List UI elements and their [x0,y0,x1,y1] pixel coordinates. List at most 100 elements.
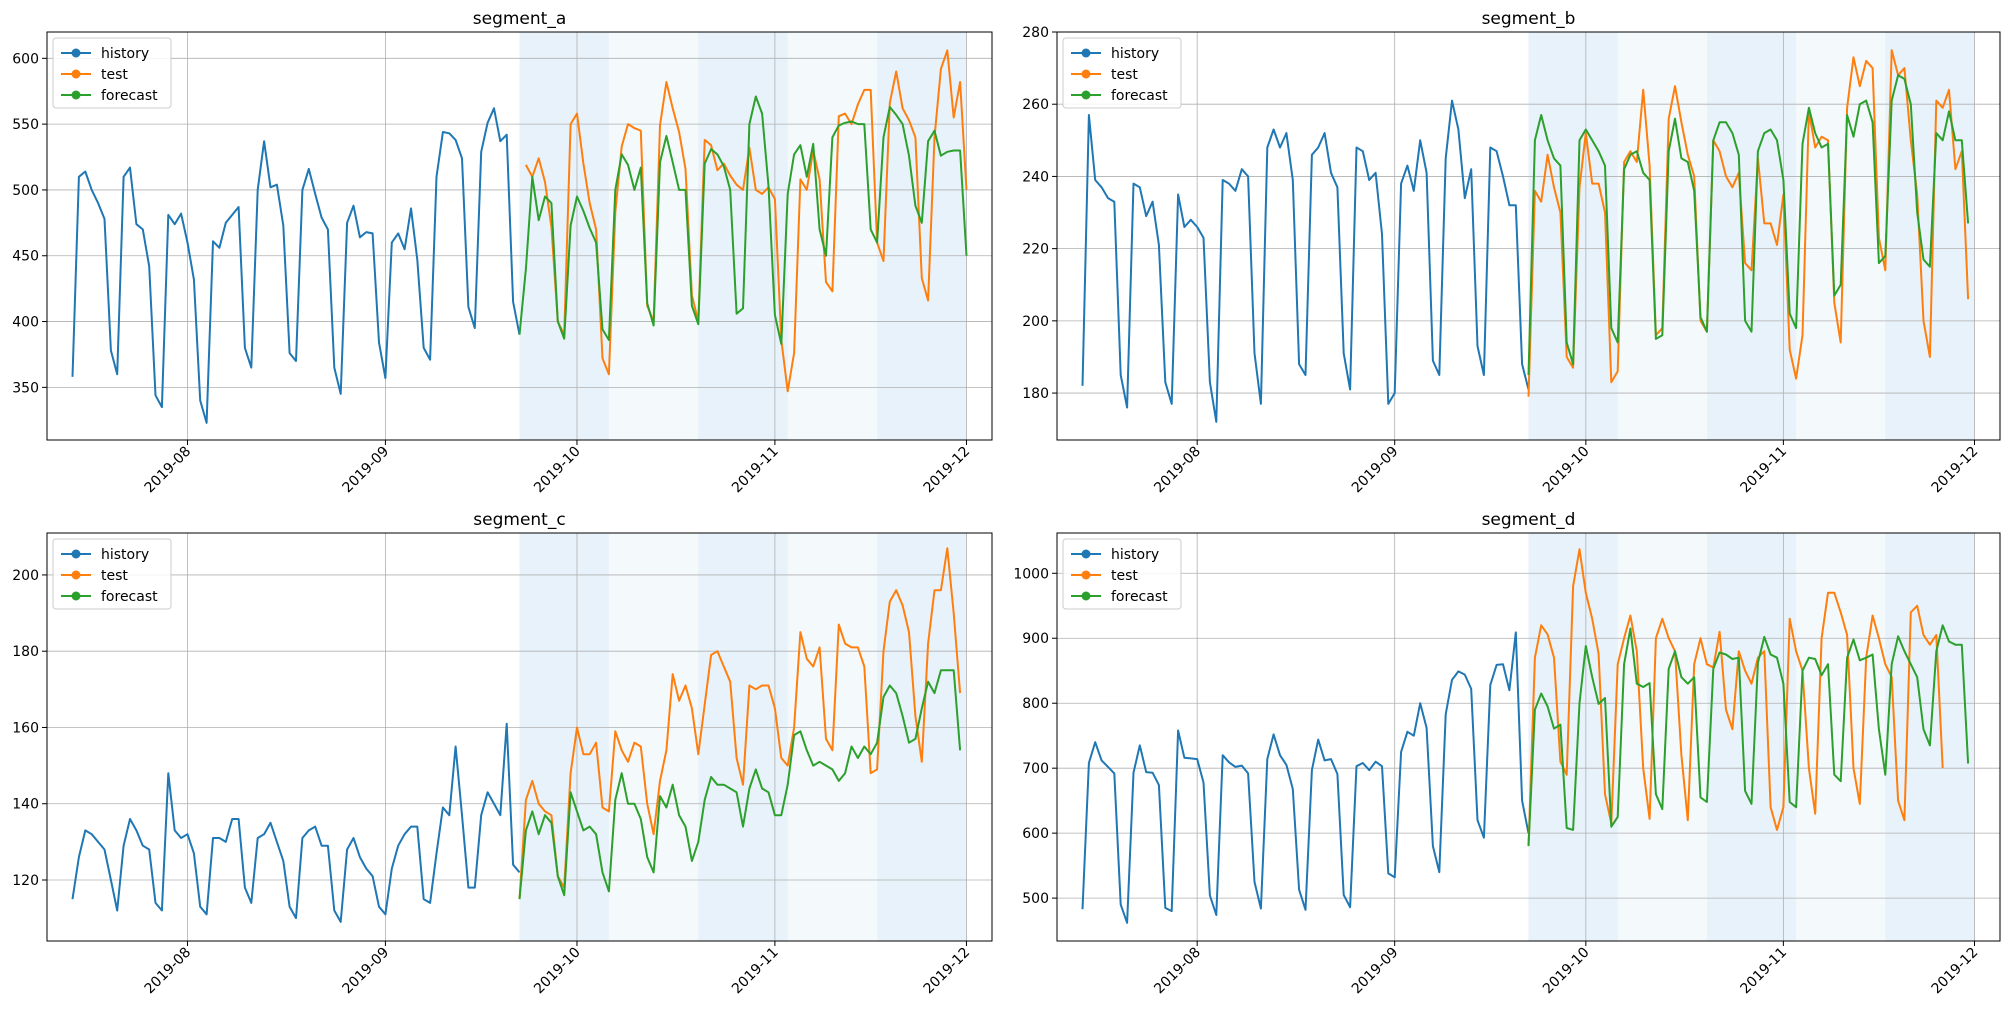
chart-title: segment_a [473,9,566,29]
y-tick-label: 260 [1022,97,1049,113]
x-tick-label: 2019-08 [1151,945,1204,998]
legend-label-forecast: forecast [101,88,158,104]
x-tick-label: 2019-12 [921,444,974,497]
series-line-forecast [1527,624,1970,847]
series-line-history [1081,631,1530,924]
legend-label-test: test [1111,67,1138,83]
chart-segment_d: 500 600 700 800 900 1000 2019-08 2019-09 2019-10… [1013,510,2001,998]
legend-marker-forecast [1081,591,1091,601]
legend-marker-history [1081,549,1091,559]
x-tick-label: 2019-09 [340,945,393,998]
legend-marker-forecast [71,90,81,100]
chart-title: segment_d [1482,510,1576,530]
axes-frame [1056,31,2001,441]
legend-label-forecast: forecast [101,589,158,605]
series-line-history [1081,99,1530,423]
validation-band-2 [1617,32,1707,440]
legend-label-history: history [101,46,149,62]
y-tick-label: 200 [1022,314,1049,330]
y-tick-label: 1000 [1013,566,1049,582]
validation-band-3 [1706,32,1797,440]
legend-marker-forecast [71,591,81,601]
legend-label-history: history [1111,547,1159,563]
legend-label-forecast: forecast [1111,589,1168,605]
y-tick-label: 550 [12,117,39,133]
y-tick-label: 800 [1022,696,1049,712]
legend: history test forecast [1062,37,1182,109]
legend-label-forecast: forecast [1111,88,1168,104]
validation-band-3 [698,32,788,440]
y-tick-label: 180 [1022,386,1049,402]
legend: history test forecast [52,37,172,109]
x-tick-label: 2019-09 [340,444,393,497]
x-tick-label: 2019-10 [1540,945,1593,998]
legend-marker-test [71,570,81,580]
legend-label-history: history [101,547,149,563]
validation-band-4 [1796,32,1886,440]
x-tick-label: 2019-11 [1738,945,1791,998]
legend-marker-history [71,48,81,58]
legend-box [52,37,172,109]
y-tick-label: 160 [12,720,39,736]
validation-band-5 [877,32,967,440]
x-tick-label: 2019-09 [1349,444,1402,497]
y-tick-label: 240 [1022,169,1049,185]
y-tick-label: 700 [1022,761,1049,777]
legend-label-test: test [101,67,128,83]
y-tick-label: 280 [1022,25,1049,41]
legend: history test forecast [1062,538,1182,610]
x-tick-label: 2019-11 [729,945,782,998]
series-line-forecast [518,669,962,900]
x-tick-label: 2019-08 [142,444,195,497]
y-tick-label: 450 [12,249,39,265]
axes-frame [46,532,993,942]
legend-marker-test [1081,69,1091,79]
chart-segment_b: 180 200 220 240 260 280 2019-08 2019-09 2019-10 2… [1022,9,2001,497]
y-tick-label: 500 [12,183,39,199]
x-tick-label: 2019-10 [531,945,584,998]
validation-band-3 [1706,533,1797,941]
chart-segment_c: 120 140 160 180 200 2019-08 2019-09 2019-10 2019… [12,510,993,998]
validation-band-1 [1528,32,1618,440]
x-tick-label: 2019-12 [921,945,974,998]
legend-marker-history [1081,48,1091,58]
axes-frame [1056,532,2001,942]
legend-marker-test [71,69,81,79]
legend-box [1062,37,1182,109]
y-tick-label: 600 [1022,826,1049,842]
x-tick-label: 2019-10 [1540,444,1593,497]
y-tick-label: 200 [12,568,39,584]
x-tick-label: 2019-11 [1738,444,1791,497]
validation-band-4 [787,32,878,440]
series-line-test [518,547,962,900]
y-tick-label: 400 [12,315,39,331]
x-tick-label: 2019-08 [142,945,195,998]
legend-label-test: test [101,568,128,584]
series-line-forecast [518,95,968,345]
x-tick-label: 2019-12 [1929,945,1982,998]
y-tick-label: 600 [12,51,39,67]
y-tick-label: 350 [12,380,39,396]
x-tick-label: 2019-09 [1349,945,1402,998]
y-tick-label: 140 [12,797,39,813]
y-tick-label: 180 [12,644,39,660]
validation-band-3 [698,533,788,941]
validation-band-2 [1617,533,1707,941]
series-line-test [1527,548,1944,847]
x-tick-label: 2019-08 [1151,444,1204,497]
legend: history test forecast [52,538,172,610]
y-tick-label: 500 [1022,891,1049,907]
chart-title: segment_c [473,510,565,530]
x-tick-label: 2019-10 [531,444,584,497]
axes-frame [46,31,993,441]
chart-title: segment_b [1482,9,1576,29]
validation-band-4 [1796,533,1886,941]
legend-label-history: history [1111,46,1159,62]
series-line-history [71,107,521,424]
series-line-forecast [1527,74,1970,376]
validation-band-5 [1885,32,1975,440]
y-tick-label: 120 [12,873,39,889]
y-tick-label: 900 [1022,631,1049,647]
x-tick-label: 2019-11 [729,444,782,497]
